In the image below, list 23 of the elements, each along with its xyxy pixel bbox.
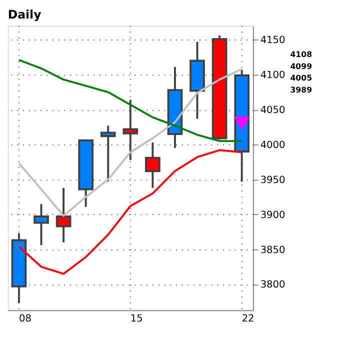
- candlestick: [56, 186, 72, 244]
- y-tick-label: 3900: [260, 210, 286, 221]
- text: 4005: [290, 74, 312, 83]
- y-tick-label: 4000: [260, 140, 286, 151]
- x-tick-label: 08: [18, 313, 32, 324]
- y-tick-label: 4050: [260, 105, 286, 116]
- y-tick-label: 3950: [260, 174, 286, 186]
- candlestick: [34, 202, 49, 246]
- candlestick: [100, 124, 116, 183]
- line-series: [18, 149, 243, 275]
- y-tick-label: 4100: [260, 70, 286, 82]
- text: 4108: [290, 50, 312, 60]
- x-tick-label: 22: [242, 313, 254, 324]
- y-tick-label: 3800: [260, 280, 286, 291]
- candlestick: [145, 141, 160, 189]
- text: 4099: [290, 62, 312, 71]
- y-tick-label: 3850: [260, 244, 286, 256]
- candlestick: [122, 98, 138, 161]
- text: 3989: [290, 85, 312, 94]
- chart-title: Daily: [8, 7, 42, 22]
- line-series: [18, 59, 243, 142]
- x-tick-label: 15: [130, 313, 143, 324]
- y-tick-label: 4150: [260, 35, 286, 46]
